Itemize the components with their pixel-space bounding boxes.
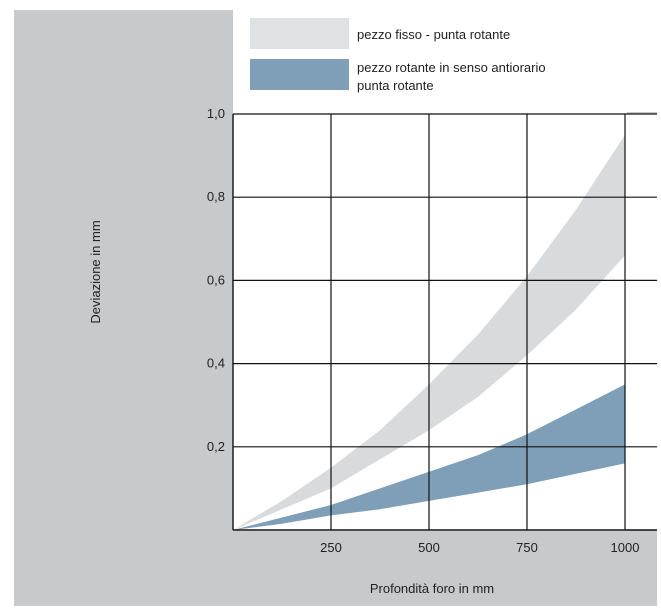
y-tick-label-3: 0,8	[207, 189, 225, 204]
y-tick-label-2: 0,6	[207, 272, 225, 287]
legend-swatch-fixed	[250, 18, 349, 49]
y-tick-label-4: 1,0	[207, 106, 225, 121]
x-tick-label-0: 250	[320, 540, 342, 555]
x-axis-label: Profondità foro in mm	[370, 581, 494, 596]
legend: pezzo fisso - punta rotante pezzo rotant…	[250, 18, 549, 93]
legend-label-fixed: pezzo fisso - punta rotante	[357, 27, 510, 42]
ticks: 0,2 0,4 0,6 0,8 1,0 250 500 750 1000	[207, 106, 640, 555]
frame-left	[14, 10, 233, 606]
y-tick-label-0: 0,2	[207, 439, 225, 454]
legend-label-rotating: pezzo rotante in senso antiorario punta …	[357, 60, 549, 93]
band-series-0	[233, 134, 625, 531]
y-axis-label: Deviazione in mm	[88, 220, 103, 323]
frame-bottom	[14, 531, 657, 606]
grid	[232, 113, 657, 531]
x-tick-label-2: 750	[516, 540, 538, 555]
legend-swatch-rotating	[250, 59, 349, 90]
x-tick-label-1: 500	[418, 540, 440, 555]
x-tick-label-3: 1000	[611, 540, 640, 555]
y-tick-label-1: 0,4	[207, 356, 225, 371]
legend-label-rotating-line2: punta rotante	[357, 78, 434, 93]
legend-label-rotating-line1: pezzo rotante in senso antiorario	[357, 60, 546, 75]
